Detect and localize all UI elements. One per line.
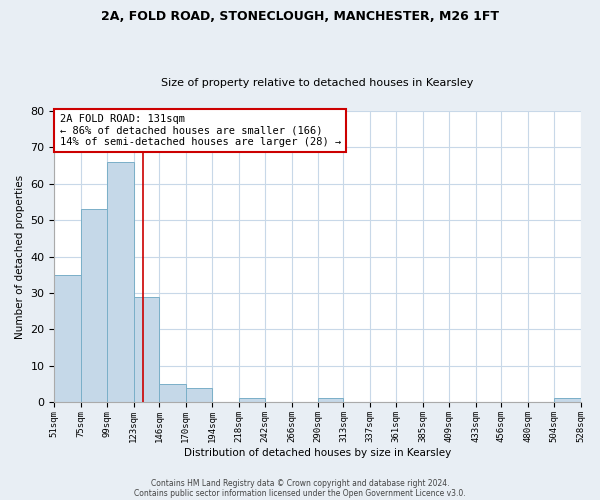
Bar [107,162,134,402]
Bar [81,209,107,402]
Text: 2A FOLD ROAD: 131sqm
← 86% of detached houses are smaller (166)
14% of semi-deta: 2A FOLD ROAD: 131sqm ← 86% of detached h… [59,114,341,147]
X-axis label: Distribution of detached houses by size in Kearsley: Distribution of detached houses by size … [184,448,451,458]
Title: Size of property relative to detached houses in Kearsley: Size of property relative to detached ho… [161,78,473,88]
Bar [55,274,81,402]
Text: 2A, FOLD ROAD, STONECLOUGH, MANCHESTER, M26 1FT: 2A, FOLD ROAD, STONECLOUGH, MANCHESTER, … [101,10,499,23]
Bar [318,398,343,402]
Bar [554,398,581,402]
Bar [239,398,265,402]
Bar [185,388,212,402]
Text: Contains public sector information licensed under the Open Government Licence v3: Contains public sector information licen… [134,488,466,498]
Text: Contains HM Land Registry data © Crown copyright and database right 2024.: Contains HM Land Registry data © Crown c… [151,478,449,488]
Bar [159,384,185,402]
Y-axis label: Number of detached properties: Number of detached properties [15,174,25,338]
Bar [134,296,159,402]
